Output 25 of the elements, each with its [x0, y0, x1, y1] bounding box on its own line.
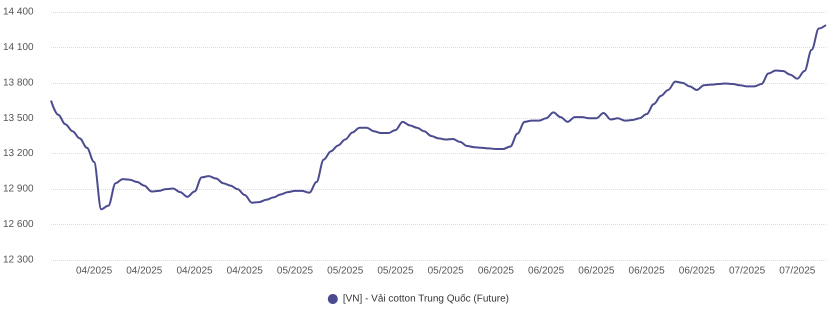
- x-tick-label: 05/2025: [377, 266, 414, 276]
- y-tick-label: 13 500: [3, 112, 34, 124]
- x-tick-label: 06/2025: [628, 266, 666, 276]
- x-tick-label: 04/2025: [76, 266, 113, 276]
- y-tick-label: 12 900: [3, 184, 34, 195]
- x-tick-label: 04/2025: [226, 266, 264, 276]
- x-tick-label: 06/2025: [478, 266, 514, 276]
- y-tick-label: 14 100: [3, 42, 34, 53]
- x-tick-label: 06/2025: [578, 266, 615, 276]
- y-tick-label: 13 800: [3, 77, 34, 88]
- x-tick-label: 05/2025: [327, 266, 364, 276]
- x-tick-label: 04/2025: [126, 266, 163, 276]
- y-tick-label: 12 300: [3, 254, 34, 266]
- x-tick-label: 06/2025: [528, 266, 565, 276]
- legend-label: [VN] - Vải cotton Trung Quốc (Future): [342, 294, 510, 304]
- y-tick-label: 13 200: [3, 148, 34, 160]
- y-tick-label: 12 600: [3, 219, 34, 230]
- y-tick-label: 14 400: [3, 6, 34, 18]
- x-tick-label: 06/2025: [678, 266, 716, 276]
- x-tick-label: 05/2025: [428, 266, 464, 276]
- x-tick-label: 07/2025: [728, 266, 766, 276]
- x-tick-label: 04/2025: [176, 266, 214, 276]
- x-tick-label: 07/2025: [779, 266, 816, 276]
- x-tick-label: 05/2025: [276, 266, 314, 276]
- line-series: [50, 24, 827, 210]
